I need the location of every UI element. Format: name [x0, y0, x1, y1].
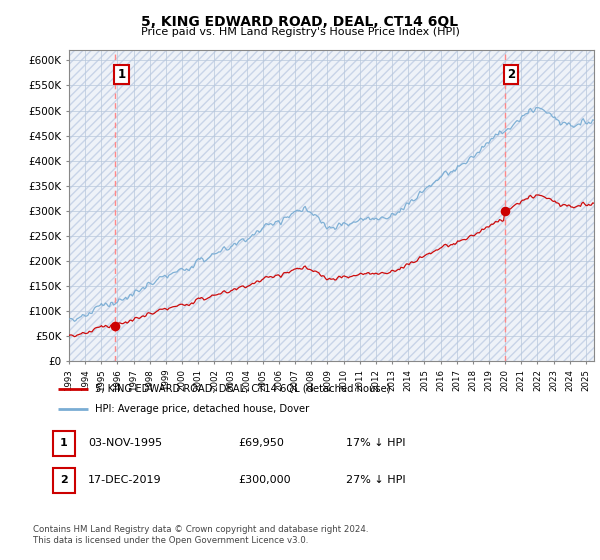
Point	[500, 206, 509, 215]
Text: 17% ↓ HPI: 17% ↓ HPI	[346, 438, 406, 448]
Text: 03-NOV-1995: 03-NOV-1995	[88, 438, 162, 448]
Text: 5, KING EDWARD ROAD, DEAL, CT14 6QL (detached house): 5, KING EDWARD ROAD, DEAL, CT14 6QL (det…	[95, 384, 391, 394]
Bar	[53, 431, 75, 456]
Text: 27% ↓ HPI: 27% ↓ HPI	[346, 475, 406, 485]
Text: 17-DEC-2019: 17-DEC-2019	[88, 475, 161, 485]
Text: £300,000: £300,000	[238, 475, 290, 485]
Text: 1: 1	[60, 438, 68, 448]
Text: Price paid vs. HM Land Registry's House Price Index (HPI): Price paid vs. HM Land Registry's House …	[140, 27, 460, 37]
Text: £69,950: £69,950	[238, 438, 284, 448]
Text: 1: 1	[117, 68, 125, 81]
Point	[110, 321, 119, 330]
Text: HPI: Average price, detached house, Dover: HPI: Average price, detached house, Dove…	[95, 404, 310, 414]
Text: 2: 2	[507, 68, 515, 81]
Bar	[53, 468, 75, 493]
Text: 5, KING EDWARD ROAD, DEAL, CT14 6QL: 5, KING EDWARD ROAD, DEAL, CT14 6QL	[142, 15, 458, 29]
Text: 2: 2	[60, 475, 68, 485]
Text: Contains HM Land Registry data © Crown copyright and database right 2024.
This d: Contains HM Land Registry data © Crown c…	[33, 525, 368, 545]
